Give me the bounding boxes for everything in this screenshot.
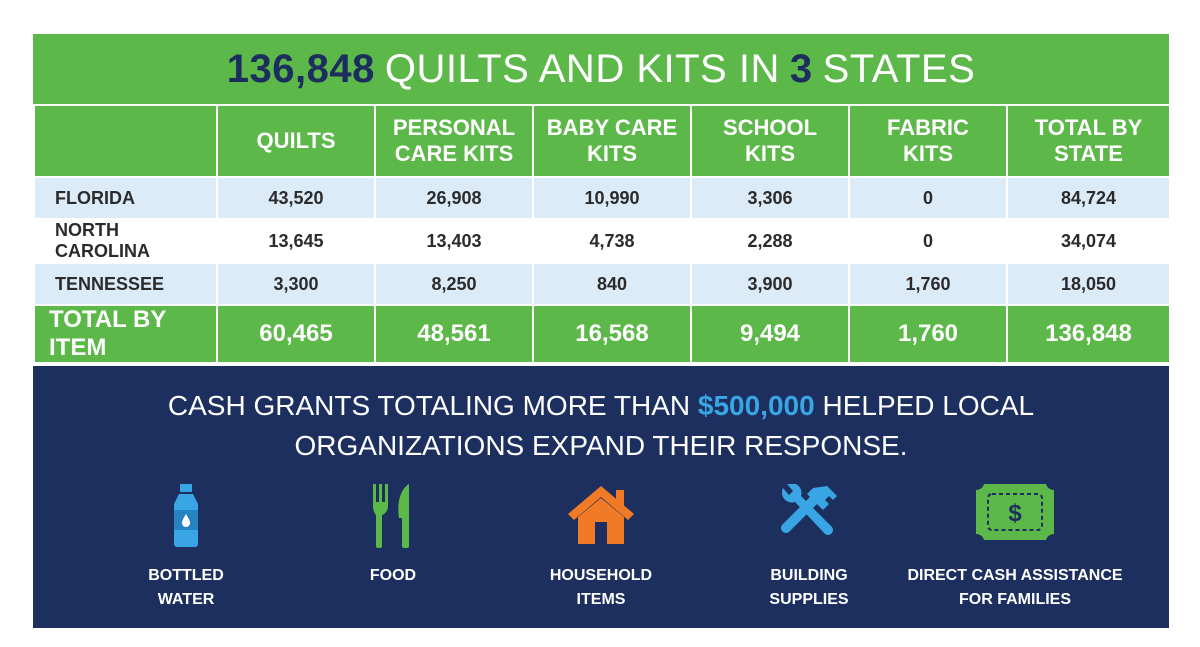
house-icon [481, 484, 721, 554]
table-cell: 0 [848, 218, 1008, 264]
item-label: BUILDING SUPPLIES [769, 567, 849, 608]
headline-count: 136,848 [226, 46, 375, 91]
table-cell: 84,724 [1006, 176, 1171, 220]
infographic: 136,848 QUILTS AND KITS IN 3 STATES QUIL… [33, 34, 1171, 628]
column-header: SCHOOL KITS [690, 104, 850, 178]
headline-middle: QUILTS AND KITS IN [384, 46, 780, 91]
item-label: BOTTLED WATER [148, 567, 224, 608]
item-bottled-water: BOTTLED WATER [66, 484, 306, 612]
column-header: QUILTS [216, 104, 376, 178]
headline-states-number: 3 [789, 46, 813, 91]
total-cell: 48,561 [374, 304, 534, 364]
distribution-table: QUILTS PERSONAL CARE KITS BABY CARE KITS S… [33, 104, 1171, 364]
headline: 136,848 QUILTS AND KITS IN 3 STATES [33, 34, 1169, 104]
fork-knife-icon [273, 484, 513, 554]
cash-amount: $500,000 [697, 390, 815, 421]
table-cell: 840 [532, 262, 692, 306]
row-label: NORTH CAROLINA [33, 218, 218, 264]
cash-line2: ORGANIZATIONS EXPAND THEIR RESPONSE. [294, 430, 908, 461]
table-cell: 3,306 [690, 176, 850, 220]
total-row: TOTAL BY ITEM 60,465 48,561 16,568 9,494… [33, 304, 1171, 364]
column-header: TOTAL BY STATE [1006, 104, 1171, 178]
table-cell: 8,250 [374, 262, 534, 306]
table-cell: 34,074 [1006, 218, 1171, 264]
cash-grants-panel: CASH GRANTS TOTALING MORE THAN $500,000 … [33, 366, 1169, 628]
assistance-items: BOTTLED WATER FOOD [33, 484, 1169, 624]
table-cell: 2,288 [690, 218, 850, 264]
column-header: BABY CARE KITS [532, 104, 692, 178]
table-cell: 13,645 [216, 218, 376, 264]
table-cell: 18,050 [1006, 262, 1171, 306]
column-header [33, 104, 218, 178]
row-label: FLORIDA [33, 176, 218, 220]
cash-line1-end: HELPED LOCAL [822, 390, 1035, 421]
total-cell: 16,568 [532, 304, 692, 364]
item-label: HOUSEHOLD ITEMS [549, 567, 653, 608]
row-label: TENNESSEE [33, 262, 218, 306]
table-cell: 0 [848, 176, 1008, 220]
svg-text:$: $ [1008, 500, 1022, 527]
item-building-supplies: BUILDING SUPPLIES [689, 484, 929, 612]
cash-line1-start: CASH GRANTS TOTALING MORE THAN [167, 390, 691, 421]
cash-icon: $ [895, 484, 1135, 554]
table-cell: 3,300 [216, 262, 376, 306]
item-food: FOOD [273, 484, 513, 588]
table-cell: 13,403 [374, 218, 534, 264]
table-cell: 26,908 [374, 176, 534, 220]
table-row: TENNESSEE 3,300 8,250 840 3,900 1,760 18… [33, 262, 1171, 306]
item-direct-cash: $ DIRECT CASH ASSISTANCE FOR FAMILIES [895, 484, 1135, 612]
total-cell: 9,494 [690, 304, 850, 364]
item-household: HOUSEHOLD ITEMS [481, 484, 721, 612]
column-header: PERSONAL CARE KITS [374, 104, 534, 178]
table-cell: 3,900 [690, 262, 850, 306]
headline-end: STATES [822, 46, 976, 91]
table-cell: 1,760 [848, 262, 1008, 306]
item-label: FOOD [369, 567, 417, 584]
tools-icon [689, 484, 929, 554]
item-label: DIRECT CASH ASSISTANCE FOR FAMILIES [907, 567, 1123, 608]
table-row: FLORIDA 43,520 26,908 10,990 3,306 0 84,… [33, 176, 1171, 220]
table-cell: 4,738 [532, 218, 692, 264]
table-cell: 43,520 [216, 176, 376, 220]
cash-grants-text: CASH GRANTS TOTALING MORE THAN $500,000 … [33, 386, 1169, 466]
total-cell: 1,760 [848, 304, 1008, 364]
column-header: FABRIC KITS [848, 104, 1008, 178]
table-header-row: QUILTS PERSONAL CARE KITS BABY CARE KITS S… [33, 104, 1171, 178]
total-label: TOTAL BY ITEM [33, 304, 218, 364]
total-cell: 60,465 [216, 304, 376, 364]
table-row: NORTH CAROLINA 13,645 13,403 4,738 2,288… [33, 218, 1171, 264]
table-cell: 10,990 [532, 176, 692, 220]
total-cell: 136,848 [1006, 304, 1171, 364]
water-bottle-icon [66, 484, 306, 554]
